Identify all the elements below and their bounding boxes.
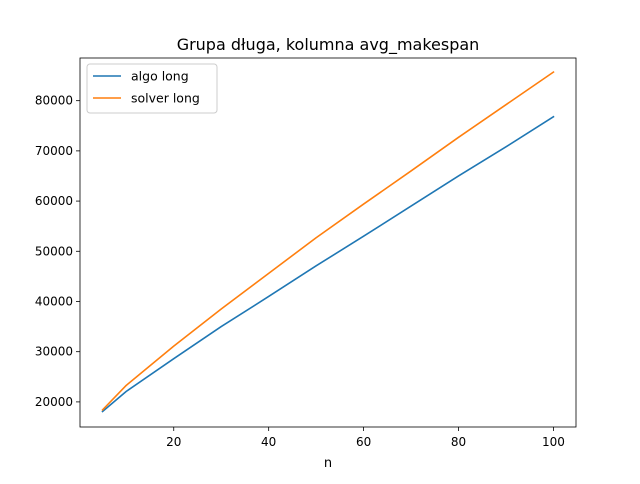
- x-tick-label: 60: [356, 435, 371, 449]
- x-axis-ticks: 20 40 60 80 100: [166, 427, 565, 449]
- x-tick-label: 100: [542, 435, 565, 449]
- legend-label-1: algo long: [131, 69, 189, 84]
- legend: algo long solver long: [86, 63, 218, 114]
- y-tick-label: 60000: [35, 194, 73, 208]
- x-tick-label: 20: [166, 435, 181, 449]
- x-axis-label: n: [324, 456, 332, 471]
- y-tick-label: 40000: [35, 294, 73, 308]
- y-tick-label: 20000: [35, 395, 73, 409]
- y-axis-ticks: 20000 30000 40000 50000 60000 70000 80000: [35, 94, 80, 409]
- legend-items: algo long solver long: [93, 69, 200, 106]
- series-line-1: [101, 115, 555, 413]
- y-tick-label: 70000: [35, 144, 73, 158]
- plot-frame: [79, 57, 577, 428]
- y-tick-label: 80000: [35, 94, 73, 108]
- series-group: [101, 70, 555, 413]
- chart-title: Grupa długa, kolumna avg_makespan: [177, 35, 480, 55]
- x-tick-label: 40: [261, 435, 276, 449]
- legend-label-2: solver long: [131, 91, 200, 106]
- x-tick-label: 80: [451, 435, 466, 449]
- y-tick-label: 30000: [35, 345, 73, 359]
- series-line-2: [101, 70, 555, 412]
- y-tick-label: 50000: [35, 244, 73, 258]
